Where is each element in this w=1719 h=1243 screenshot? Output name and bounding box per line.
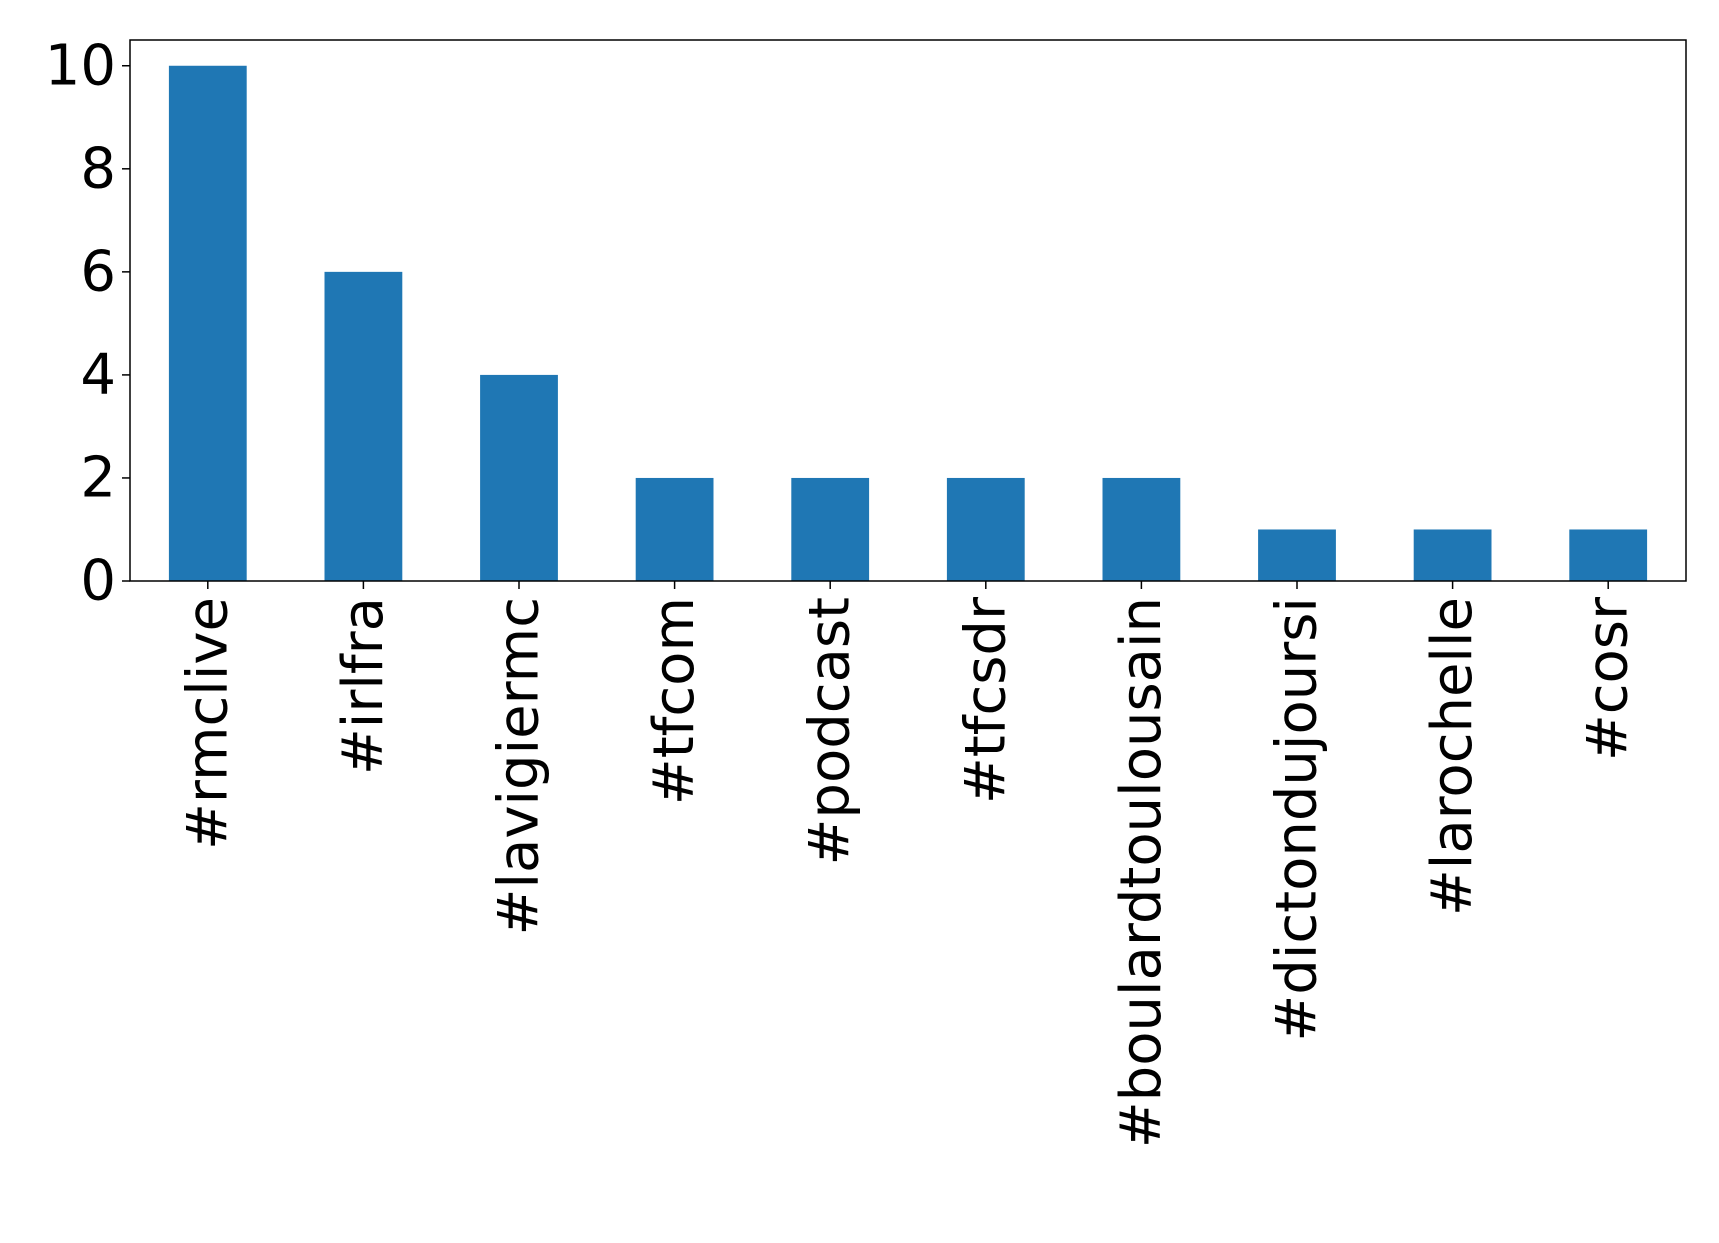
bar-1	[324, 271, 403, 581]
y-tick-label-2: 4	[80, 342, 116, 407]
x-tick-label-7: #dictondujoursi	[1265, 597, 1330, 1042]
bar-7	[1258, 529, 1336, 581]
x-tick-label-8: #larochelle	[1420, 597, 1485, 916]
x-tick-label-1: #irlfra	[331, 597, 396, 775]
bar-4	[791, 477, 870, 581]
x-tick-label-3: #tfcom	[642, 597, 707, 805]
x-tick-label-5: #tfcsdr	[953, 596, 1018, 804]
y-axis: 0 2 4 6 8 10	[45, 33, 130, 614]
x-tick-label-2: #lavigiermc	[487, 597, 552, 935]
bar-8	[1413, 529, 1492, 581]
bar-3	[635, 477, 714, 581]
bar-9	[1569, 529, 1648, 581]
bar-5	[946, 477, 1025, 581]
y-tick-label-1: 2	[80, 445, 116, 510]
x-axis: #rmclive #irlfra #lavigiermc #tfcom #podcast…	[175, 581, 1641, 1148]
x-tick-label-0: #rmclive	[175, 597, 240, 850]
plot-frame	[129, 39, 1687, 582]
x-tick-label-6: #boulardtoulousain	[1109, 597, 1174, 1148]
bars-group	[168, 65, 1648, 581]
y-tick-label-4: 8	[80, 136, 116, 201]
y-tick-label-0: 0	[80, 549, 116, 614]
bar-0	[168, 65, 247, 581]
bar-2	[480, 374, 558, 581]
x-tick-label-9: #cosr	[1576, 596, 1641, 761]
y-tick-label-3: 6	[80, 239, 116, 304]
bar-6	[1102, 477, 1181, 581]
y-tick-label-5: 10	[45, 33, 116, 98]
x-tick-label-4: #podcast	[798, 597, 863, 866]
